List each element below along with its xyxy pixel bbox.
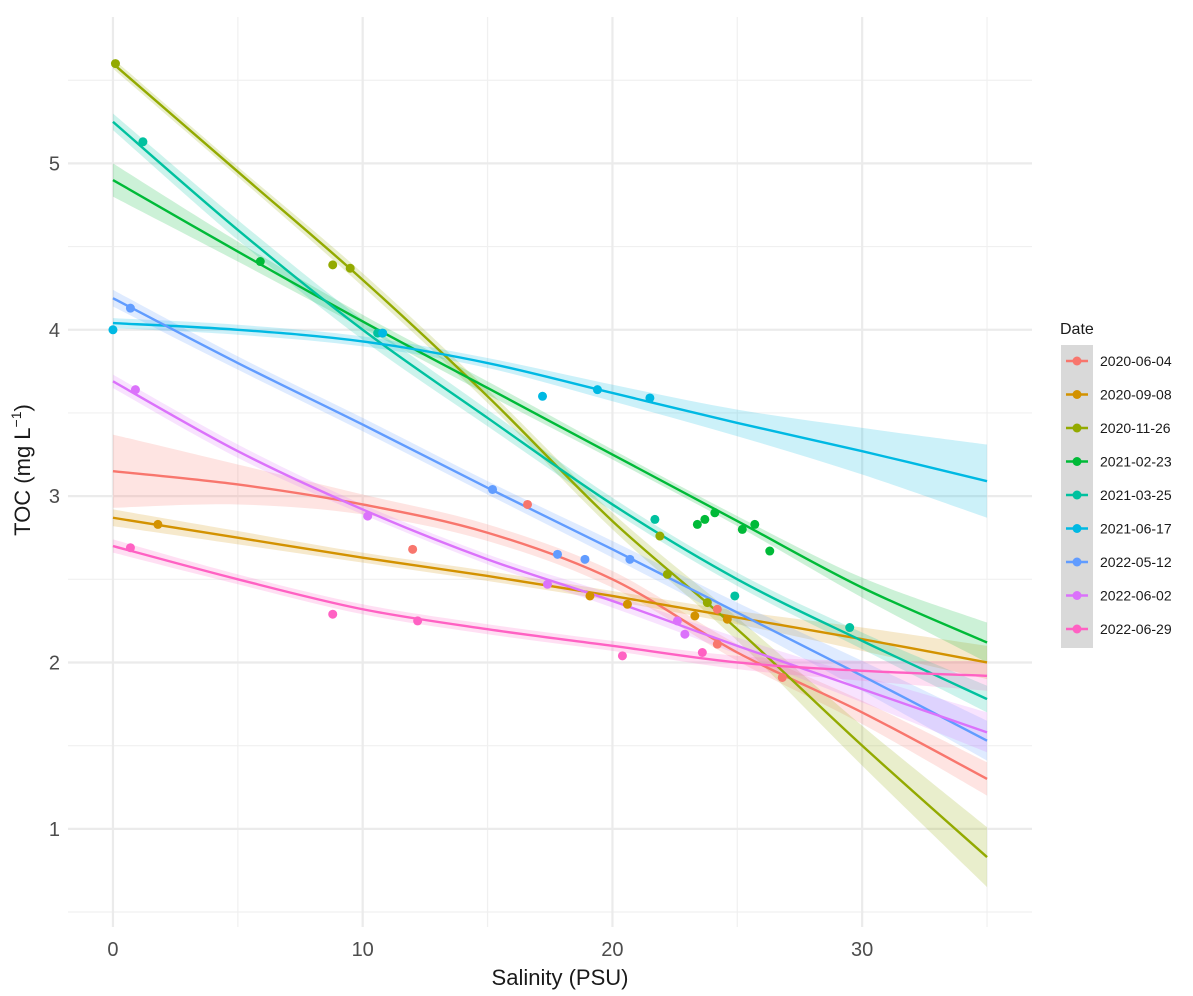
x-tick-label: 10 <box>352 939 374 961</box>
data-point <box>138 137 148 147</box>
data-point <box>328 260 338 270</box>
data-point <box>625 554 635 564</box>
data-point <box>585 591 595 601</box>
x-tick-label: 20 <box>601 939 623 961</box>
data-point <box>488 484 498 494</box>
data-point <box>413 616 423 626</box>
confidence-band <box>112 509 988 680</box>
x-tick-label: 30 <box>851 939 873 961</box>
data-point <box>710 508 720 518</box>
legend-label: 2021-06-17 <box>1100 521 1172 537</box>
y-tick-label: 2 <box>49 652 60 674</box>
confidence-band <box>112 434 988 796</box>
y-tick-label: 4 <box>49 320 60 342</box>
legend-key-point <box>1072 457 1082 466</box>
data-point <box>592 385 602 395</box>
legend-label: 2022-05-12 <box>1100 554 1172 570</box>
legend-key-point <box>1072 356 1082 366</box>
data-point <box>702 598 712 608</box>
data-point <box>655 531 665 541</box>
x-axis-title: Salinity (PSU) <box>492 965 629 990</box>
data-point <box>130 385 140 395</box>
data-point <box>538 391 548 401</box>
data-point <box>328 609 338 619</box>
data-point <box>700 514 710 524</box>
legend-key-point <box>1072 423 1082 433</box>
legend-label: 2021-02-23 <box>1100 454 1172 470</box>
legend-label: 2022-06-29 <box>1100 621 1172 637</box>
confidence-band <box>112 289 988 761</box>
data-point <box>692 519 702 529</box>
data-point <box>110 59 120 69</box>
data-point <box>108 325 118 335</box>
y-tick-label: 3 <box>49 486 60 508</box>
legend-label: 2020-11-26 <box>1100 420 1171 436</box>
data-point <box>363 511 373 521</box>
confidence-bands <box>112 58 988 888</box>
y-tick-label: 5 <box>49 153 60 175</box>
fit-line <box>112 120 988 701</box>
legend-key-point <box>1072 390 1082 399</box>
legend-key-point <box>1072 557 1082 567</box>
legend: Date 2020-06-04 2020-09-08 2020-11-26 2021-… <box>1060 321 1172 648</box>
data-point <box>777 672 787 682</box>
data-point <box>523 499 533 509</box>
axis-tick-labels: 0 10 20 30 1 2 3 4 5 <box>49 153 873 961</box>
legend-key-point <box>1072 591 1082 600</box>
data-point <box>622 599 632 609</box>
data-point <box>730 591 740 601</box>
data-point <box>580 554 590 564</box>
fit-line <box>112 380 988 734</box>
data-point <box>680 629 690 639</box>
data-point <box>672 616 682 626</box>
data-point <box>153 519 163 529</box>
data-point <box>650 514 660 524</box>
data-point <box>697 648 707 658</box>
y-axis-title-main: TOC (mg L <box>10 427 35 535</box>
plot-gridlines <box>68 17 1032 927</box>
data-point <box>765 546 775 556</box>
y-tick-label: 1 <box>49 819 60 841</box>
legend-label: 2020-06-04 <box>1100 353 1172 369</box>
data-point <box>722 614 732 624</box>
y-axis-title-suffix: ) <box>10 404 35 411</box>
legend-key-point <box>1072 624 1082 634</box>
fit-line <box>112 297 988 742</box>
y-axis-title: TOC (mg L−1) <box>8 404 35 536</box>
legend-title: Date <box>1060 321 1094 338</box>
legend-label: 2021-03-25 <box>1100 487 1172 503</box>
data-point <box>378 328 388 338</box>
data-point <box>255 257 265 267</box>
data-point <box>690 611 700 621</box>
fit-line <box>112 62 988 859</box>
legend-label: 2022-06-02 <box>1100 588 1172 604</box>
data-point <box>737 524 747 534</box>
legend-label: 2020-09-08 <box>1100 387 1172 403</box>
data-point <box>662 569 672 579</box>
data-point <box>645 393 655 403</box>
fit-line <box>112 321 988 483</box>
y-axis-title-superscript: −1 <box>8 411 24 427</box>
data-point <box>712 604 722 614</box>
x-tick-label: 0 <box>107 939 118 961</box>
data-point <box>845 623 855 633</box>
data-point <box>125 543 135 553</box>
data-point <box>408 544 418 554</box>
data-points <box>108 59 855 682</box>
data-point <box>345 263 355 273</box>
data-point <box>750 519 760 529</box>
fit-line <box>112 544 988 677</box>
confidence-band <box>112 113 988 713</box>
confidence-band <box>112 539 988 691</box>
data-point <box>125 303 135 313</box>
legend-key-point <box>1072 524 1082 533</box>
data-point <box>552 549 562 559</box>
legend-key-point <box>1072 490 1082 500</box>
data-point <box>712 639 722 649</box>
data-point <box>543 579 553 589</box>
fit-line <box>112 178 988 644</box>
confidence-band <box>112 58 988 888</box>
data-point <box>617 651 627 661</box>
